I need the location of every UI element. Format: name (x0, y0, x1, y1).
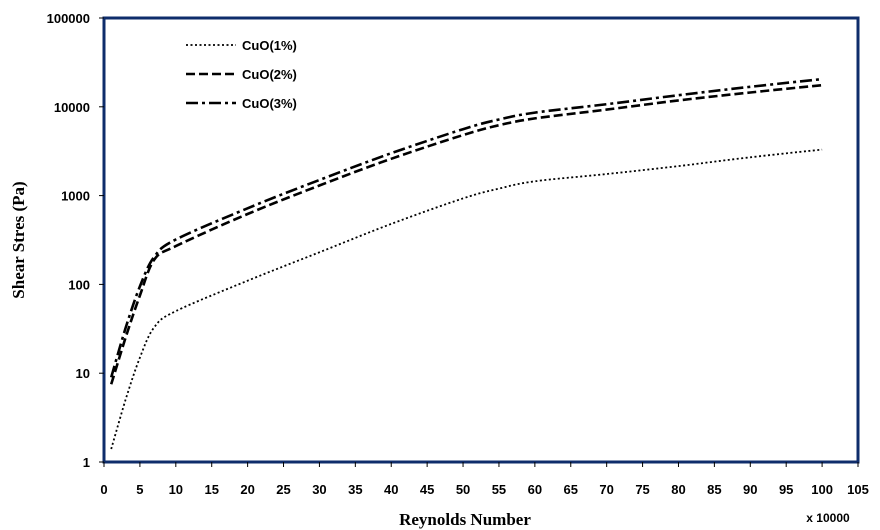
series-lines (109, 77, 823, 450)
legend-entry: CuO(3%) (186, 96, 297, 111)
x-tick-label: 45 (420, 482, 434, 497)
series-line-3 (109, 77, 823, 378)
y-tick-label: 1000 (61, 189, 90, 204)
y-tick-label: 10000 (54, 100, 90, 115)
x-tick-label: 90 (743, 482, 757, 497)
y-tick-label: 10 (76, 366, 90, 381)
x-tick-label: 60 (528, 482, 542, 497)
x-tick-label: 55 (492, 482, 506, 497)
x-tick-label: 15 (204, 482, 218, 497)
x-tick-label: 85 (707, 482, 721, 497)
legend-entry: CuO(1%) (186, 38, 297, 53)
x-axis-ticks: 0 5 10 15 20 25 30 35 40 45 50 55 60 65 70 75 80 85 90 95 10… (100, 462, 869, 497)
series-line-1 (110, 148, 823, 450)
x-tick-label: 0 (100, 482, 107, 497)
y-axis-title: Shear Stres (Pa) (9, 181, 28, 298)
legend-label: CuO(1%) (242, 38, 297, 53)
legend: CuO(1%) CuO(2%) CuO(3%) (186, 38, 297, 111)
x-axis-title: Reynolds Number (399, 510, 531, 529)
x-tick-label: 70 (599, 482, 613, 497)
x-tick-label: 95 (779, 482, 793, 497)
series-line-2 (109, 83, 823, 385)
x-tick-label: 30 (312, 482, 326, 497)
legend-entry: CuO(2%) (186, 67, 297, 82)
x-tick-label: 5 (136, 482, 143, 497)
legend-label: CuO(2%) (242, 67, 297, 82)
x-tick-label: 80 (671, 482, 685, 497)
y-tick-label: 1 (83, 455, 90, 470)
x-tick-label: 75 (635, 482, 649, 497)
x-tick-label: 105 (847, 482, 869, 497)
x-tick-label: 10 (169, 482, 183, 497)
plot-frame (102, 16, 860, 464)
x-tick-label: 25 (276, 482, 290, 497)
x-axis-multiplier: x 10000 (806, 511, 850, 525)
x-tick-label: 35 (348, 482, 362, 497)
x-tick-label: 100 (811, 482, 833, 497)
x-tick-label: 65 (564, 482, 578, 497)
y-tick-label: 100000 (47, 11, 90, 26)
y-axis-ticks: 1 10 100 1000 10000 100000 (47, 11, 104, 470)
x-tick-label: 40 (384, 482, 398, 497)
x-tick-label: 20 (240, 482, 254, 497)
legend-label: CuO(3%) (242, 96, 297, 111)
x-tick-label: 50 (456, 482, 470, 497)
y-tick-label: 100 (68, 277, 90, 292)
